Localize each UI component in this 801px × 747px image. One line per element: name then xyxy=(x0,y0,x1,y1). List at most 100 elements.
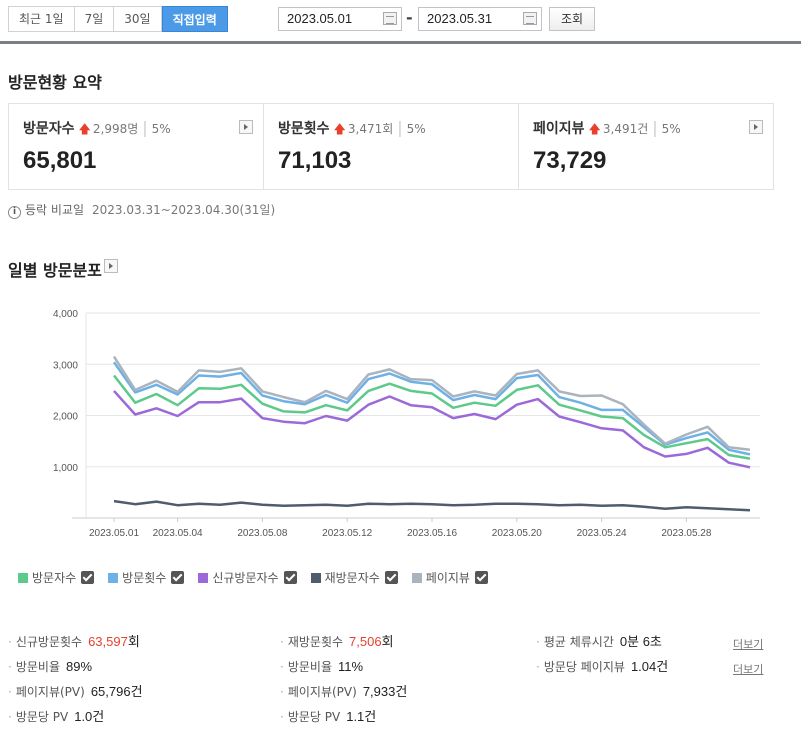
more-link-pv-per-visit[interactable]: 더보기 xyxy=(733,663,764,676)
legend-label: 방문자수 xyxy=(32,571,77,585)
legend-swatch xyxy=(411,572,422,583)
stat-row: · 평균 체류시간 0분 6초 xyxy=(536,634,662,650)
legend-swatch xyxy=(108,572,119,583)
calendar-icon[interactable] xyxy=(383,12,397,25)
stat-label: 방문비율 xyxy=(287,660,332,674)
period-selector: 최근 1일 7일 30일 직접입력 xyxy=(8,6,228,32)
daily-title: 일별 방문분포 xyxy=(8,261,102,280)
legend-label: 페이지뷰 xyxy=(425,571,470,585)
summary-title: 방문현황 요약 xyxy=(8,73,102,92)
legend-item[interactable]: 재방문자수 xyxy=(310,569,398,586)
compare-note: i 등락 비교일 2023.03.31~2023.04.30(31일) xyxy=(8,201,275,219)
card-value: 65,801 xyxy=(23,147,97,174)
date-separator: - xyxy=(406,8,413,27)
legend-item[interactable]: 방문자수 xyxy=(18,569,95,586)
stat-row: · 방문당 페이지뷰 1.04건 xyxy=(536,659,669,675)
expand-arrow-icon[interactable] xyxy=(104,259,118,273)
legend-item[interactable]: 신규방문자수 xyxy=(198,569,297,586)
stat-value: 1.04건 xyxy=(630,659,669,674)
legend-item[interactable]: 페이지뷰 xyxy=(411,569,488,586)
card-label: 방문자수 xyxy=(23,121,75,137)
x-tick-label: 2023.05.24 xyxy=(577,528,627,539)
series-line-0 xyxy=(113,374,751,460)
legend-label: 신규방문자수 xyxy=(212,571,279,585)
summary-card-visitors: 방문자수 🡅 2,998명 | 5% 65,801 xyxy=(9,104,264,189)
stat-row: · 신규방문횟수 63,597회 xyxy=(8,634,140,650)
stat-highlight-value: 7,506 xyxy=(349,634,382,649)
calendar-icon[interactable] xyxy=(523,12,537,25)
stat-row: · 재방문횟수 7,506회 xyxy=(280,634,394,650)
expand-arrow-icon[interactable] xyxy=(239,120,253,134)
stat-value: 7,506회 xyxy=(349,634,394,649)
period-custom-button[interactable]: 직접입력 xyxy=(161,6,228,32)
stat-label: 재방문횟수 xyxy=(287,635,344,649)
legend-swatch xyxy=(18,572,28,583)
period-30days-button[interactable]: 30일 xyxy=(114,7,162,31)
y-tick-label: 3,000 xyxy=(53,360,78,371)
end-date-field[interactable]: 2023.05.31 xyxy=(418,7,542,31)
stat-row: · 방문당 PV 1.0건 xyxy=(8,709,105,725)
x-tick-label: 2023.05.28 xyxy=(661,528,711,539)
legend-checkbox[interactable] xyxy=(283,571,297,584)
stat-label: 페이지뷰(PV) xyxy=(15,685,85,699)
legend-checkbox[interactable] xyxy=(171,571,185,584)
stat-label: 신규방문횟수 xyxy=(15,635,83,649)
chart-legend: 방문자수 방문횟수 신규방문자수 재방문자수 페이지뷰 xyxy=(18,569,502,586)
stat-row: · 방문비율 89% xyxy=(8,659,93,675)
card-percent: 5% xyxy=(406,122,426,136)
stat-row: · 방문당 PV 1.1건 xyxy=(280,709,377,725)
period-7days-button[interactable]: 7일 xyxy=(74,7,115,31)
summary-cards: 방문자수 🡅 2,998명 | 5% 65,801 방문횟수 🡅 3,471회 | 5% 71,… xyxy=(8,103,774,190)
card-value: 73,729 xyxy=(533,147,607,174)
daily-visit-chart: 1,000 2,000 3,000 4,000 2023.05.01 2023.05.04… xyxy=(53,309,760,539)
stats-new-visits: · 신규방문횟수 63,597회 · 방문비율 89% · 페이지뷰(PV) 65,796건 · 방… xyxy=(8,635,143,735)
more-link-duration[interactable]: 더보기 xyxy=(733,638,764,651)
start-date-field[interactable]: 2023.05.01 xyxy=(278,7,402,31)
card-percent: 5% xyxy=(151,122,171,136)
stats-duration: · 평균 체류시간 0분 6초 · 방문당 페이지뷰 1.04건 xyxy=(536,635,668,685)
stat-label: 방문비율 xyxy=(15,660,60,674)
series-line-4 xyxy=(112,355,751,452)
legend-checkbox[interactable] xyxy=(474,571,488,584)
stat-value: 1.0건 xyxy=(74,709,105,724)
series-line-3 xyxy=(113,499,751,512)
stat-row: · 페이지뷰(PV) 7,933건 xyxy=(280,684,408,700)
arrow-up-icon: 🡅 xyxy=(78,122,91,136)
stat-label: 방문당 PV xyxy=(287,710,341,724)
summary-card-visits: 방문횟수 🡅 3,471회 | 5% 71,103 xyxy=(264,104,519,189)
card-value: 71,103 xyxy=(278,147,352,174)
y-tick-label: 1,000 xyxy=(53,463,78,474)
x-tick-label: 2023.05.04 xyxy=(153,528,203,539)
arrow-up-icon: 🡅 xyxy=(333,122,346,136)
stat-unit: 회 xyxy=(127,634,140,649)
summary-card-pageviews: 페이지뷰 🡅 3,491건 | 5% 73,729 xyxy=(519,104,773,189)
card-label: 방문횟수 xyxy=(278,121,330,137)
legend-item[interactable]: 방문횟수 xyxy=(108,569,185,586)
x-tick-label: 2023.05.20 xyxy=(492,528,542,539)
stat-label: 평균 체류시간 xyxy=(543,635,614,649)
filter-bar: 최근 1일 7일 30일 직접입력 2023.05.01 - 2023.05.3… xyxy=(0,0,801,44)
card-delta: 3,491건 xyxy=(602,122,649,136)
stat-value: 63,597회 xyxy=(88,634,140,649)
compare-label: 등락 비교일 xyxy=(25,203,85,217)
legend-checkbox[interactable] xyxy=(384,571,398,584)
end-date-value: 2023.05.31 xyxy=(427,11,493,26)
info-icon: i xyxy=(8,206,21,219)
legend-checkbox[interactable] xyxy=(81,571,95,584)
y-tick-label: 2,000 xyxy=(53,412,78,423)
x-tick-label: 2023.05.16 xyxy=(407,528,457,539)
stat-row: · 페이지뷰(PV) 65,796건 xyxy=(8,684,143,700)
x-tick-label: 2023.05.08 xyxy=(237,528,287,539)
stat-value: 65,796건 xyxy=(90,684,143,699)
stat-row: · 방문비율 11% xyxy=(280,659,364,675)
stat-value: 11% xyxy=(338,659,364,674)
compare-range: 2023.03.31~2023.04.30(31일) xyxy=(92,203,276,217)
stat-label: 방문당 페이지뷰 xyxy=(543,660,625,674)
search-button[interactable]: 조회 xyxy=(549,7,595,31)
series-line-2 xyxy=(113,390,751,469)
start-date-value: 2023.05.01 xyxy=(287,11,353,26)
expand-arrow-icon[interactable] xyxy=(749,120,763,134)
legend-swatch xyxy=(310,572,321,583)
period-1day-button[interactable]: 최근 1일 xyxy=(9,7,75,31)
y-tick-label: 4,000 xyxy=(53,309,78,320)
